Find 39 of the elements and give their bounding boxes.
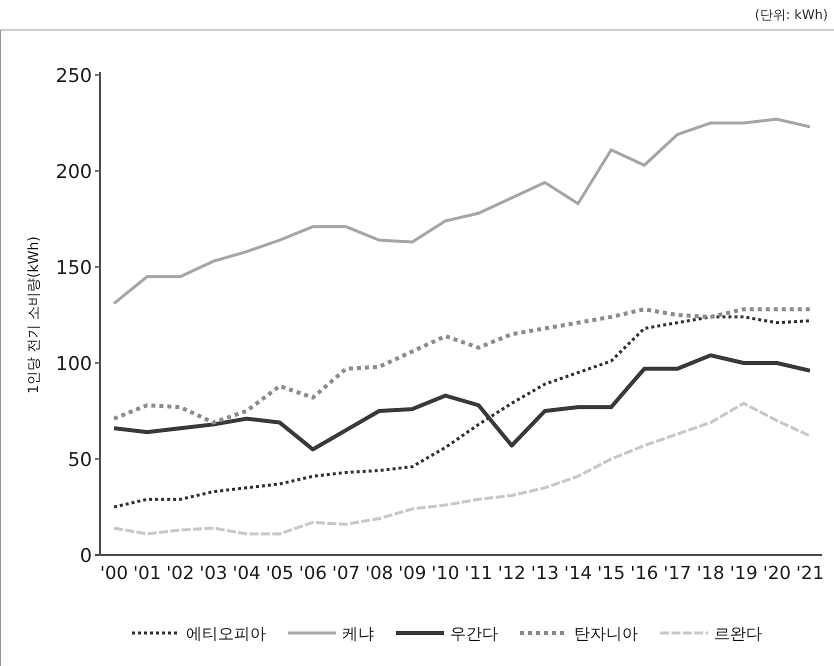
x-tick-label: '18 <box>696 563 725 584</box>
x-tick-label: '04 <box>232 563 261 584</box>
y-tick-label: 150 <box>56 257 92 279</box>
legend-label: 케냐 <box>342 624 374 643</box>
line-series <box>112 315 812 508</box>
line-series <box>112 118 812 305</box>
x-tick-label: '09 <box>398 563 426 584</box>
x-tick-label: '07 <box>332 563 360 584</box>
y-tick-label: 200 <box>56 161 92 183</box>
x-tick-label: '06 <box>298 563 327 584</box>
x-tick-label: '03 <box>199 563 228 584</box>
legend-label: 탄자니아 <box>574 624 638 643</box>
x-tick-label: '12 <box>498 563 526 584</box>
x-tick-label: '02 <box>166 563 194 584</box>
x-tick-label: '13 <box>530 563 559 584</box>
x-tick-label: '16 <box>630 563 658 584</box>
x-tick-label: '10 <box>431 563 460 584</box>
x-tick-label: '14 <box>564 563 592 584</box>
x-tick-label: '05 <box>266 563 294 584</box>
x-tick-label: '11 <box>464 563 493 584</box>
x-tick-label: '01 <box>133 563 162 584</box>
y-tick-label: 0 <box>80 545 92 567</box>
x-tick-label: '15 <box>597 563 626 584</box>
y-tick-label: 100 <box>56 353 92 375</box>
text: (단위: kWh) <box>754 8 828 23</box>
x-tick-label: '17 <box>663 563 692 584</box>
x-tick-label: '19 <box>730 563 758 584</box>
x-tick-label: '00 <box>100 563 128 584</box>
line-series <box>112 307 812 425</box>
legend-label: 르완다 <box>714 624 762 643</box>
line-series <box>112 402 812 536</box>
legend-label: 에티오피아 <box>186 624 266 643</box>
x-tick-label: '08 <box>365 563 394 584</box>
y-tick-label: 250 <box>56 65 92 87</box>
x-tick-label: '21 <box>796 563 824 584</box>
y-axis-title: 1인당 전기 소비량(kWh) <box>26 236 42 394</box>
y-tick-label: 50 <box>68 449 92 471</box>
legend-label: 우간다 <box>450 624 498 643</box>
x-tick-label: '20 <box>762 563 791 584</box>
